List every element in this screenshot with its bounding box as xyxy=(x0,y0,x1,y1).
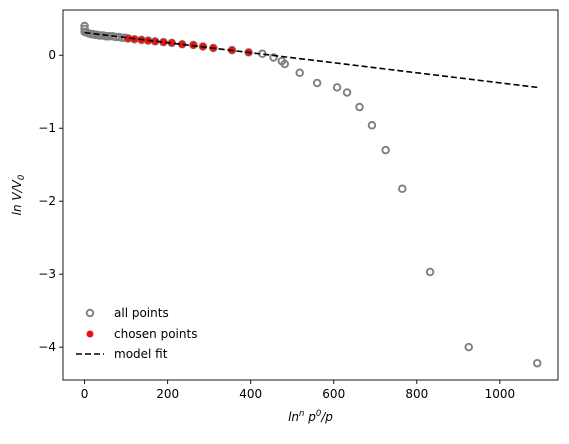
all-points-marker-34 xyxy=(269,53,278,62)
y-axis-label: ln V/V0 xyxy=(10,175,27,216)
x-axis-label: lnn p0/p xyxy=(288,409,333,424)
y-tick-label-0: 0 xyxy=(48,48,56,62)
x-tick-label-1: 200 xyxy=(156,387,179,401)
y-tick-label-1: −1 xyxy=(38,121,56,135)
y-tick-label-2: −2 xyxy=(38,194,56,208)
y-tick-label-4: −4 xyxy=(38,340,56,354)
axes-frame xyxy=(62,9,559,381)
chosen-points-marker-6 xyxy=(168,39,176,47)
legend-chosen-points-label: chosen points xyxy=(114,327,197,341)
chosen-points-marker-0 xyxy=(124,34,132,42)
all-points-marker-39 xyxy=(332,83,342,92)
chosen-points-marker-7 xyxy=(178,40,186,48)
all-points-marker-44 xyxy=(398,184,407,194)
model-fit-line xyxy=(84,31,538,89)
x-tick-label-3: 600 xyxy=(322,387,345,401)
all-points-marker-42 xyxy=(367,121,377,130)
all-points-marker-41 xyxy=(355,102,364,112)
legend: all points chosen points model fit xyxy=(76,306,197,361)
plot-area xyxy=(80,21,542,368)
chosen-points-marker-5 xyxy=(159,38,167,46)
legend-all-points-marker xyxy=(85,308,95,318)
all-points-marker-37 xyxy=(295,68,304,78)
x-tick-label-4: 800 xyxy=(405,387,428,401)
x-tick-label-2: 400 xyxy=(239,387,262,401)
chosen-points-marker-4 xyxy=(151,37,159,45)
all-points-marker-40 xyxy=(342,88,352,97)
legend-model-fit-label: model fit xyxy=(114,347,168,361)
y-tick-label-3: −3 xyxy=(38,267,56,281)
legend-chosen-points-marker xyxy=(86,330,94,338)
all-points-marker-47 xyxy=(532,358,542,368)
all-points-marker-36 xyxy=(280,59,290,69)
all-points-marker-43 xyxy=(381,145,390,155)
all-points-marker-38 xyxy=(312,78,322,88)
x-tick-label-5: 1000 xyxy=(485,387,516,401)
legend-all-points-label: all points xyxy=(114,306,169,320)
axes: 0 200 400 600 800 1000 0 −1 −2 −3 −4 lnn p0/p ln V/V… xyxy=(10,9,559,424)
all-points-marker-46 xyxy=(464,342,473,352)
all-points-marker-45 xyxy=(425,267,435,277)
x-tick-label-0: 0 xyxy=(81,387,89,401)
